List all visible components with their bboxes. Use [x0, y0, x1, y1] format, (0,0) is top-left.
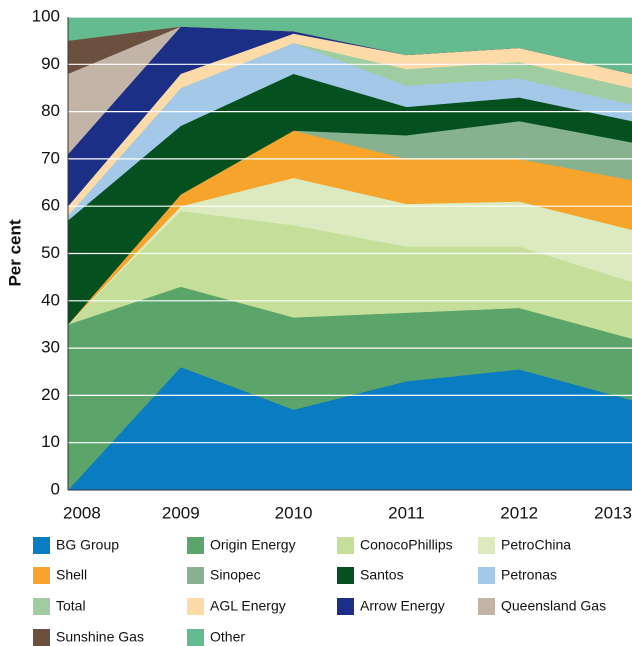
y-axis-label: Per cent — [5, 219, 24, 286]
legend-swatch — [337, 567, 354, 584]
legend-label: Sinopec — [210, 567, 261, 583]
legend-label: PetroChina — [501, 537, 571, 553]
legend-label: Petronas — [501, 567, 557, 583]
y-tick-label: 10 — [41, 432, 60, 451]
legend-label: Origin Energy — [210, 537, 296, 553]
y-tick-label: 90 — [41, 54, 60, 73]
legend-swatch — [33, 567, 50, 584]
y-tick-label: 0 — [51, 479, 60, 498]
legend-swatch — [187, 567, 204, 584]
legend-swatch — [187, 537, 204, 554]
x-tick-label: 2012 — [500, 503, 538, 522]
legend-swatch — [478, 537, 495, 554]
x-tick-label: 2009 — [162, 503, 200, 522]
y-tick-label: 80 — [41, 101, 60, 120]
legend-label: Arrow Energy — [360, 598, 445, 614]
legend-swatch — [33, 598, 50, 615]
y-tick-label: 60 — [41, 196, 60, 215]
y-tick-label: 20 — [41, 385, 60, 404]
legend-label: ConocoPhillips — [360, 537, 453, 553]
legend-swatch — [478, 598, 495, 615]
legend-swatch — [187, 629, 204, 646]
legend-swatch — [33, 537, 50, 554]
y-tick-label: 100 — [32, 6, 60, 25]
legend-label: Queensland Gas — [501, 598, 606, 614]
legend-swatch — [337, 537, 354, 554]
legend-swatch — [187, 598, 204, 615]
legend-label: Sunshine Gas — [56, 629, 144, 645]
legend-label: Total — [56, 598, 86, 614]
x-tick-label: 2010 — [275, 503, 313, 522]
legend-swatch — [33, 629, 50, 646]
legend-swatch — [337, 598, 354, 615]
legend-label: Other — [210, 629, 245, 645]
x-tick-label: 2011 — [388, 503, 425, 522]
y-tick-label: 40 — [41, 290, 60, 309]
legend-label: BG Group — [56, 537, 119, 553]
legend-label: AGL Energy — [210, 598, 286, 614]
legend-swatch — [478, 567, 495, 584]
y-tick-label: 30 — [41, 338, 60, 357]
legend-label: Santos — [360, 567, 404, 583]
y-tick-label: 50 — [41, 243, 60, 262]
x-tick-label: 2013 — [594, 503, 632, 522]
y-tick-label: 70 — [41, 148, 60, 167]
legend-label: Shell — [56, 567, 87, 583]
x-tick-label: 2008 — [63, 503, 101, 522]
